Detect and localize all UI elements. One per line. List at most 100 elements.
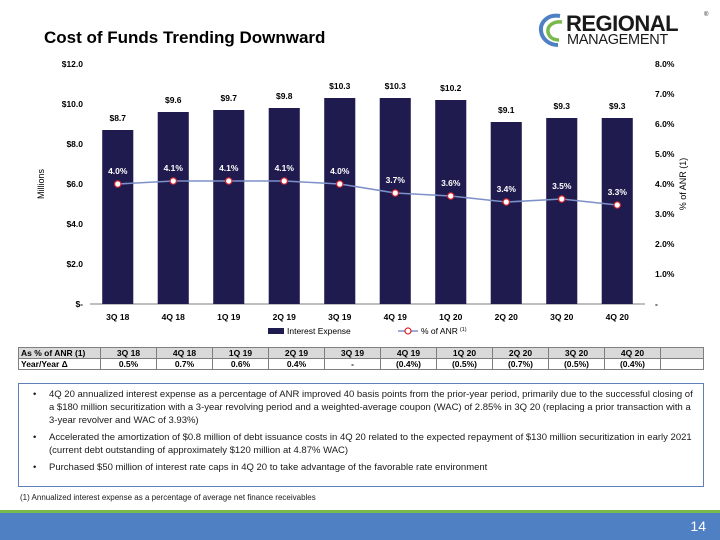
x-tick-label: 3Q 19 xyxy=(328,312,351,322)
table-row: Year/Year Δ 0.5% 0.7% 0.6% 0.4% - (0.4%)… xyxy=(18,358,704,370)
table-header-cell: 4Q 19 xyxy=(380,347,437,359)
table-header-cell: 4Q 20 xyxy=(604,347,661,359)
footnote: (1) Annualized interest expense as a per… xyxy=(20,493,316,502)
table-cell: 0.6% xyxy=(212,358,269,370)
line-point-marker xyxy=(280,177,289,185)
table-cell: 0.5% xyxy=(100,358,157,370)
y2-tick-label: 7.0% xyxy=(655,89,675,99)
y-tick-label: $12.0 xyxy=(62,59,84,69)
logo-swirl-icon xyxy=(538,13,563,47)
legend-swatch-bar xyxy=(268,328,284,334)
page-number: 14 xyxy=(690,518,706,534)
bar-value-label: $9.7 xyxy=(220,93,237,103)
bar-value-label: $8.7 xyxy=(109,113,126,123)
table-cell: - xyxy=(324,358,381,370)
footer-stripe xyxy=(0,510,720,513)
x-tick-label: 3Q 18 xyxy=(106,312,129,322)
bar-interest-expense xyxy=(268,108,300,304)
line-pct-anr xyxy=(117,180,618,206)
footer-bar xyxy=(0,513,720,540)
table-header-cell: 1Q 19 xyxy=(212,347,269,359)
x-tick-label: 3Q 20 xyxy=(550,312,573,322)
bar-interest-expense xyxy=(324,98,356,304)
line-value-label: 4.0% xyxy=(108,166,128,176)
line-value-label: 3.4% xyxy=(497,184,517,194)
line-value-label: 4.1% xyxy=(275,163,295,173)
table-header-spacer xyxy=(660,347,704,359)
y-axis-title: Millions xyxy=(36,169,46,200)
table-header-label: As % of ANR (1) xyxy=(18,347,101,359)
line-value-label: 4.1% xyxy=(164,163,184,173)
y2-tick-label: 4.0% xyxy=(655,179,675,189)
line-value-label: 4.1% xyxy=(219,163,239,173)
bar-value-label: $9.3 xyxy=(609,101,626,111)
bar-interest-expense xyxy=(435,100,467,304)
bar-interest-expense xyxy=(157,112,189,304)
legend-label-line: % of ANR (1) xyxy=(421,326,467,336)
table-header-cell: 3Q 20 xyxy=(548,347,605,359)
table-header-cell: 3Q 19 xyxy=(324,347,381,359)
bar-interest-expense xyxy=(490,122,522,304)
line-value-label: 4.0% xyxy=(330,166,350,176)
y-tick-label: $6.0 xyxy=(66,179,83,189)
x-tick-label: 4Q 20 xyxy=(606,312,629,322)
line-point-marker xyxy=(446,192,455,200)
line-point-marker xyxy=(335,180,344,188)
y-tick-label: $4.0 xyxy=(66,219,83,229)
line-point-marker xyxy=(113,180,122,188)
y2-tick-label: 6.0% xyxy=(655,119,675,129)
line-point-marker xyxy=(502,198,511,206)
legend-label-superscript: (1) xyxy=(460,327,467,333)
table-cell: (0.4%) xyxy=(604,358,661,370)
y2-axis-title: % of ANR (1) xyxy=(678,158,688,211)
anr-ratio-table: As % of ANR (1) 3Q 18 4Q 18 1Q 19 2Q 19 … xyxy=(18,347,704,370)
table-row-label: Year/Year Δ xyxy=(18,358,101,370)
line-point-marker xyxy=(613,201,622,209)
y2-tick-label: 5.0% xyxy=(655,149,675,159)
y2-tick-label: 8.0% xyxy=(655,59,675,69)
table-header-cell: 1Q 20 xyxy=(436,347,493,359)
y2-tick-label: 3.0% xyxy=(655,209,675,219)
regional-management-logo: REGIONAL MANAGEMENT ® xyxy=(538,12,708,48)
bar-value-label: $9.8 xyxy=(276,91,293,101)
cost-of-funds-chart: $- $2.0 $4.0 $6.0 $8.0 $10.0 $12.0 - 1.0% 2.0% 3.0… xyxy=(36,59,688,336)
x-tick-label: 4Q 19 xyxy=(384,312,407,322)
bar-value-label: $10.2 xyxy=(440,83,462,93)
bar-interest-expense xyxy=(546,118,578,304)
bar-value-label: $9.6 xyxy=(165,95,182,105)
table-header-cell: 4Q 18 xyxy=(156,347,213,359)
table-header-cell: 2Q 20 xyxy=(492,347,549,359)
line-value-label: 3.3% xyxy=(608,187,628,197)
logo-registered-mark: ® xyxy=(704,12,709,18)
y2-tick-label: 1.0% xyxy=(655,269,675,279)
bullet-item: Purchased $50 million of interest rate c… xyxy=(31,461,693,474)
line-point-marker xyxy=(224,177,233,185)
bar-interest-expense xyxy=(213,110,245,304)
slide-title: Cost of Funds Trending Downward xyxy=(44,28,326,47)
table-header-cell: 2Q 19 xyxy=(268,347,325,359)
bar-interest-expense xyxy=(102,130,134,304)
bullet-item: Accelerated the amortization of $0.8 mil… xyxy=(31,431,693,457)
y2-tick-label: - xyxy=(655,299,658,309)
bar-interest-expense xyxy=(379,98,411,304)
x-tick-label: 2Q 19 xyxy=(273,312,296,322)
commentary-box: 4Q 20 annualized interest expense as a p… xyxy=(18,383,704,487)
table-cell: (0.5%) xyxy=(436,358,493,370)
y-tick-label: $10.0 xyxy=(62,99,84,109)
line-value-label: 3.6% xyxy=(441,178,461,188)
line-value-label: 3.7% xyxy=(386,175,406,185)
table-header-cell: 3Q 18 xyxy=(100,347,157,359)
bullet-list: 4Q 20 annualized interest expense as a p… xyxy=(31,388,693,474)
bar-interest-expense xyxy=(601,118,633,304)
legend-label-bar: Interest Expense xyxy=(287,326,351,336)
table-cell: (0.5%) xyxy=(548,358,605,370)
bar-value-label: $9.3 xyxy=(553,101,570,111)
table-cell: (0.7%) xyxy=(492,358,549,370)
x-tick-label: 1Q 20 xyxy=(439,312,462,322)
table-cell: 0.4% xyxy=(268,358,325,370)
bar-value-label: $9.1 xyxy=(498,105,515,115)
table-cell: (0.4%) xyxy=(380,358,437,370)
line-point-marker xyxy=(557,195,566,203)
table-header-row: As % of ANR (1) 3Q 18 4Q 18 1Q 19 2Q 19 … xyxy=(18,347,704,359)
line-point-marker xyxy=(169,177,178,185)
